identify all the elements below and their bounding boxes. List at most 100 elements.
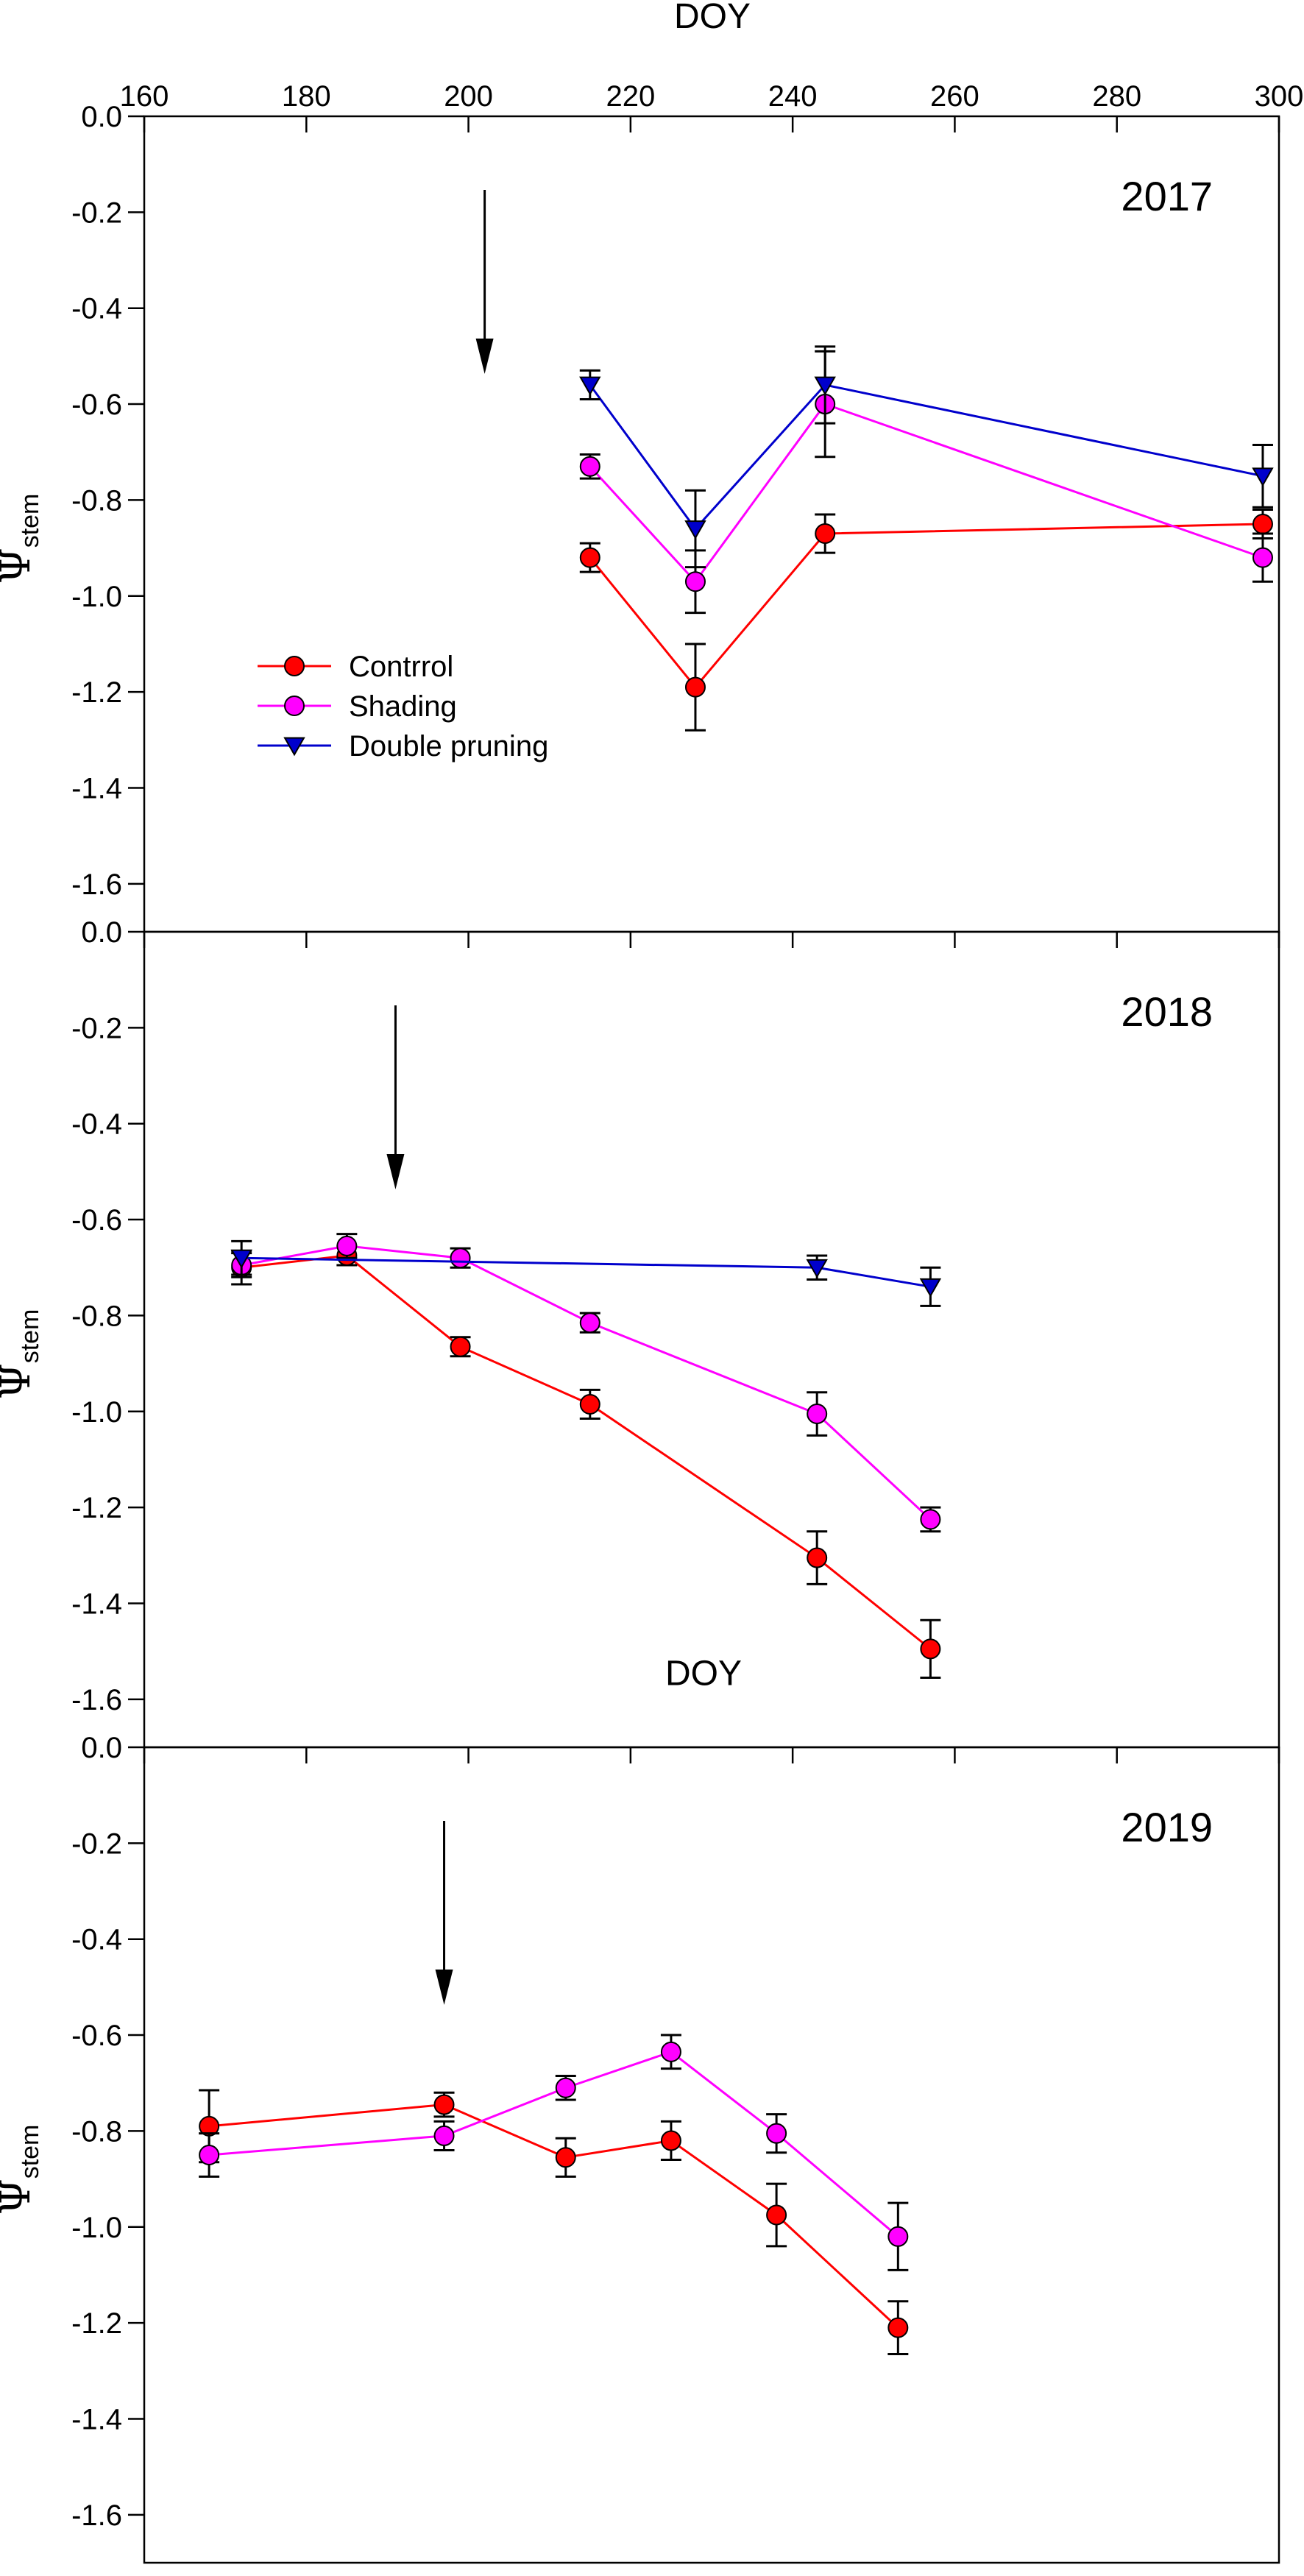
data-point (887, 2317, 909, 2338)
data-point (684, 676, 706, 698)
x-tick-label: 300 (1255, 80, 1304, 113)
data-point (766, 2123, 787, 2144)
x-tick-label: 180 (282, 80, 331, 113)
y-tick-label: -1.2 (71, 2307, 122, 2340)
series-line (241, 1254, 932, 1650)
data-point (887, 2226, 909, 2247)
legend-label: Double pruning (349, 730, 548, 762)
y-tick-label: -0.6 (71, 389, 122, 421)
data-point (814, 376, 836, 396)
data-point (919, 1278, 942, 1298)
data-point (579, 1312, 600, 1334)
data-point (660, 2130, 681, 2151)
data-point (450, 1336, 471, 1357)
x-tick-label: 240 (768, 80, 818, 113)
y-tick-label: -1.4 (71, 772, 122, 804)
x-axis-title: DOY (674, 0, 751, 36)
data-point (579, 456, 600, 477)
series-control (231, 1245, 941, 1679)
data-point (920, 1638, 941, 1660)
x-tick-label: 260 (930, 80, 979, 113)
data-point (579, 376, 601, 396)
legend-marker (283, 737, 305, 757)
data-point (1252, 547, 1273, 568)
arrow-head (475, 339, 494, 374)
data-point (684, 520, 706, 539)
y-tick-label: -0.2 (71, 197, 122, 229)
y-tick-label: -0.6 (71, 2020, 122, 2052)
y-tick-label: -0.8 (71, 1300, 122, 1332)
year-label: 2019 (1121, 1804, 1213, 1850)
arrow-head (386, 1154, 405, 1189)
doy-annotation: DOY (665, 1654, 742, 1693)
data-point (684, 571, 706, 592)
series-line (589, 403, 1264, 584)
x-tick-label: 200 (444, 80, 493, 113)
panel-frame (143, 115, 1280, 933)
arrow-head (435, 1970, 453, 2005)
legend: Contrrol Shading Double pruning (258, 651, 548, 762)
series-line (208, 2103, 899, 2329)
y-tick-label: -0.6 (71, 1204, 122, 1236)
data-point (433, 2094, 455, 2115)
data-point (555, 2147, 576, 2168)
y-tick-label: -0.2 (71, 1827, 122, 1860)
y-tick-label: -0.4 (71, 293, 122, 325)
y-tick-label: -1.6 (71, 1684, 122, 1716)
series-double_pruning (230, 1239, 942, 1307)
legend-label: Contrrol (349, 651, 453, 683)
y-tick-label: -0.2 (71, 1012, 122, 1044)
legend-marker (284, 656, 305, 676)
legend-entry-shading: Shading (258, 690, 457, 723)
panel-frame (143, 930, 1280, 1749)
series-double_pruning (579, 345, 1274, 569)
legend-entry-double_pruning: Double pruning (258, 730, 548, 762)
data-point (199, 2145, 220, 2165)
panel-2019: 0.0 -0.2 -0.4 -0.6 -0.8 -1.0 -1.2 -1.4 -1.6 Ψstem… (0, 1732, 1280, 2564)
legend-marker (284, 696, 305, 716)
data-point (1252, 514, 1273, 534)
data-point (336, 1235, 358, 1256)
series-line (589, 523, 1264, 689)
plot-area: 0.0 -0.2 -0.4 -0.6 -0.8 -1.0 -1.2 -1.4 -1.6 Ψstem… (0, 80, 1304, 2564)
y-axis-title: Ψstem (0, 1309, 44, 1400)
data-point (920, 1509, 941, 1530)
data-point (815, 523, 836, 545)
panel-frame (143, 1746, 1280, 2564)
y-tick-label: -0.4 (71, 1108, 122, 1141)
y-tick-label: -1.6 (71, 2499, 122, 2532)
y-axis-title: Ψstem (0, 2125, 44, 2215)
y-tick-label: 0.0 (81, 1732, 122, 1764)
year-label: 2018 (1121, 988, 1213, 1035)
y-tick-label: -1.0 (71, 2212, 122, 2244)
y-tick-label: 0.0 (81, 101, 122, 133)
series-control (579, 508, 1273, 732)
data-point (450, 1248, 471, 1269)
y-tick-label: -0.8 (71, 2115, 122, 2148)
y-tick-label: 0.0 (81, 916, 122, 949)
series-line (241, 1245, 932, 1521)
series-shading (199, 2034, 909, 2271)
x-tick-label: 220 (606, 80, 655, 113)
panel-2018: 0.0 -0.2 -0.4 -0.6 -0.8 -1.0 -1.2 -1.4 -1.6 Ψstem… (0, 916, 1280, 1749)
data-point (433, 2125, 455, 2146)
series-line (208, 2050, 899, 2237)
data-point (807, 1404, 828, 1425)
data-point (230, 1249, 252, 1269)
data-point (1252, 467, 1274, 487)
data-point (555, 2077, 576, 2098)
y-tick-label: -1.4 (71, 1588, 122, 1620)
y-tick-label: -1.2 (71, 676, 122, 709)
data-point (766, 2204, 787, 2226)
y-tick-label: -1.4 (71, 2403, 122, 2435)
y-tick-label: -1.0 (71, 581, 122, 613)
data-point (579, 547, 600, 568)
y-tick-label: -1.2 (71, 1492, 122, 1524)
data-point (807, 1547, 828, 1568)
x-tick-label: 280 (1092, 80, 1141, 113)
x-tick-label: 160 (120, 80, 169, 113)
data-point (660, 2041, 681, 2062)
series-control (199, 2089, 909, 2355)
legend-entry-control: Contrrol (258, 651, 453, 683)
